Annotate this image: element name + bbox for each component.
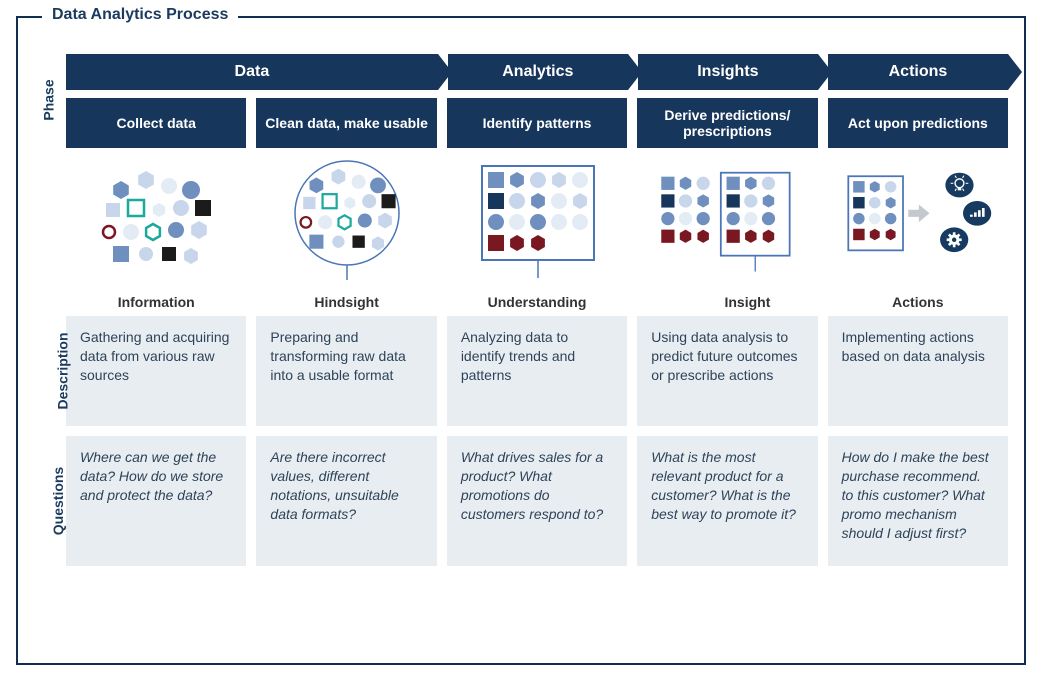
description-row: Description Gathering and acquiring data…: [66, 316, 1008, 426]
desc-identify: Analyzing data to identify trends and pa…: [447, 316, 627, 426]
illus-col-insight: Insight: [637, 158, 817, 310]
illus-label-insight: Insight: [724, 294, 770, 310]
questions-row: Questions Where can we get the data? How…: [66, 436, 1008, 566]
phase-arrow-insights: Insights: [638, 54, 818, 90]
activity-derive: Derive predictions/ prescriptions: [637, 98, 817, 148]
row-label-phase: Phase: [41, 79, 57, 120]
insight-grid-icon: [652, 158, 802, 288]
illustration-row: Information Hindsight Understanding Insi…: [66, 158, 1008, 310]
illus-label-hindsight: Hindsight: [314, 294, 379, 310]
illus-col-hindsight: Hindsight: [256, 158, 436, 310]
phase-arrows-row: Data Analytics Insights Actions: [66, 54, 1008, 90]
q-derive: What is the most relevant product for a …: [637, 436, 817, 566]
row-label-description: Description: [55, 332, 71, 409]
activity-act: Act upon predictions: [828, 98, 1008, 148]
desc-act: Implementing actions based on data analy…: [828, 316, 1008, 426]
desc-derive: Using data analysis to predict future ou…: [637, 316, 817, 426]
hindsight-circle-icon: [272, 158, 422, 288]
activity-identify: Identify patterns: [447, 98, 627, 148]
illus-label-information: Information: [118, 294, 195, 310]
q-identify: What drives sales for a product? What pr…: [447, 436, 627, 566]
activity-clean: Clean data, make usable: [256, 98, 436, 148]
desc-clean: Preparing and transforming raw data into…: [256, 316, 436, 426]
understanding-grid-icon: [462, 158, 612, 288]
frame-title: Data Analytics Process: [42, 6, 238, 24]
illus-col-understanding: Understanding: [447, 158, 627, 310]
process-frame: Data Analytics Process Phase Data Analyt…: [16, 16, 1026, 665]
q-collect: Where can we get the data? How do we sto…: [66, 436, 246, 566]
row-label-questions: Questions: [50, 467, 66, 535]
q-act: How do I make the best purchase recommen…: [828, 436, 1008, 566]
phase-arrow-actions: Actions: [828, 54, 1008, 90]
actions-icons-icon: [843, 158, 993, 288]
scatter-shapes-icon: [81, 158, 231, 288]
illus-col-actions: Actions: [828, 158, 1008, 310]
desc-collect: Gathering and acquiring data from variou…: [66, 316, 246, 426]
illus-col-information: Information: [66, 158, 246, 310]
phase-arrow-analytics: Analytics: [448, 54, 628, 90]
activity-collect: Collect data: [66, 98, 246, 148]
illus-label-actions: Actions: [892, 294, 943, 310]
activity-row: Collect data Clean data, make usable Ide…: [66, 98, 1008, 148]
illus-label-understanding: Understanding: [488, 294, 587, 310]
q-clean: Are there incorrect values, different no…: [256, 436, 436, 566]
phase-arrow-data: Data: [66, 54, 438, 90]
